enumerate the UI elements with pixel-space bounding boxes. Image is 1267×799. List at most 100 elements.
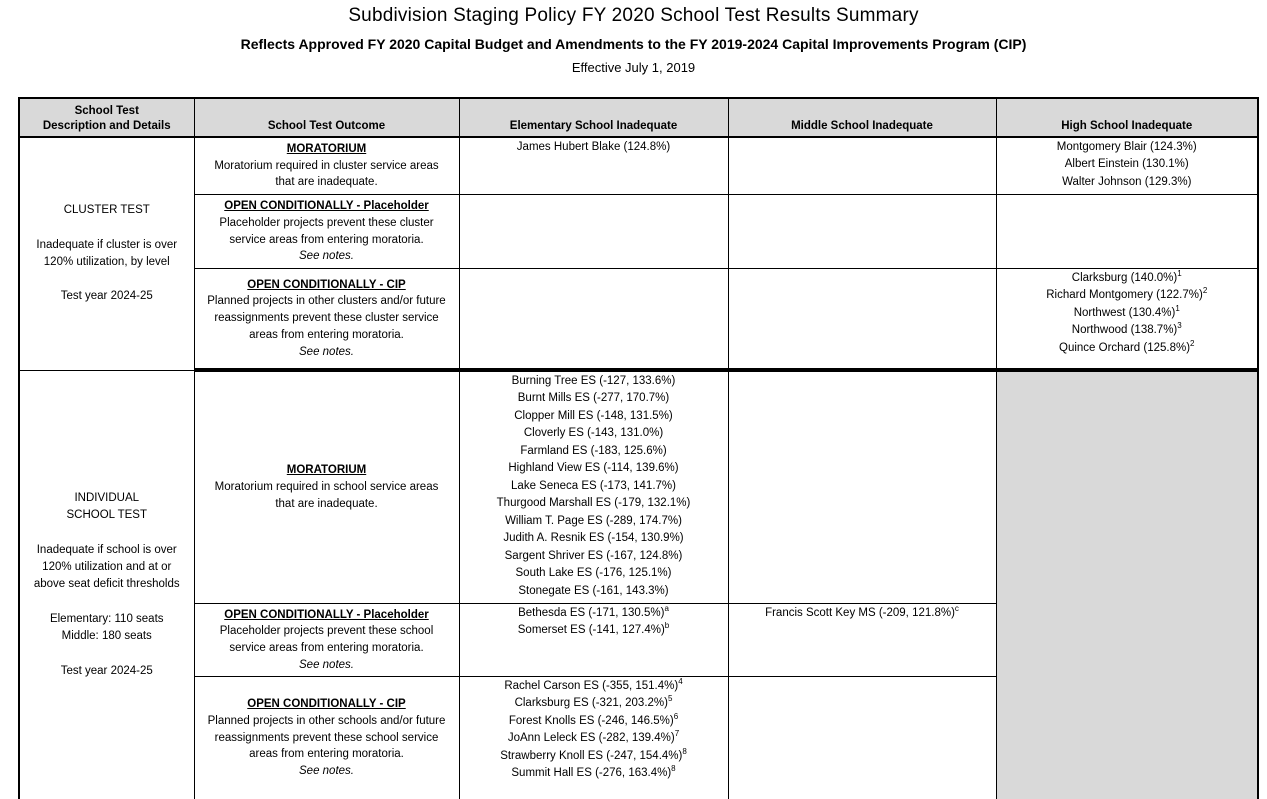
cluster-cip-high-cell: Clarksburg (140.0%)1 Richard Montgomery (… — [995, 268, 1259, 372]
individual-cip-middle-cell — [727, 676, 997, 799]
individual-cip-elementary-cell: Rachel Carson ES (-355, 151.4%)4 Clarksbu… — [458, 676, 729, 799]
individual-moratorium-row: INDIVIDUAL SCHOOL TEST Inadequate if sch… — [18, 369, 1259, 799]
school-entry: Clarksburg ES (-321, 203.2%)5 — [514, 694, 673, 710]
effective-date: Effective July 1, 2019 — [571, 60, 696, 75]
school-entry: William T. Page ES (-289, 174.7%) — [505, 514, 682, 527]
footnote-marker: 1 — [1177, 269, 1182, 279]
footnote-marker: 3 — [1177, 321, 1182, 331]
footnote-marker: 8 — [671, 764, 676, 774]
school-entry: Burning Tree ES (-127, 133.6%) — [511, 375, 676, 387]
school-entry: Northwest (130.4%)1 — [1073, 304, 1180, 319]
see-notes: See notes. — [299, 250, 354, 263]
see-notes: See notes. — [299, 765, 354, 777]
cluster-moratorium-middle-cell — [727, 136, 997, 195]
cluster-cip-middle-cell — [727, 268, 997, 372]
cluster-placeholder-row: OPEN CONDITIONALLY - Placeholder Placeho… — [19, 194, 1259, 269]
school-entry: Rachel Carson ES (-355, 151.4%)4 — [504, 677, 683, 692]
school-entry: Quince Orchard (125.8%)2 — [1059, 339, 1195, 354]
outcome-title: MORATORIUM — [286, 464, 367, 477]
school-entry: Farmland ES (-183, 125.6%) — [520, 444, 667, 457]
outcome-description: Moratorium required in cluster service a… — [214, 159, 439, 189]
school-entry: JoAnn Leleck ES (-282, 139.4%)7 — [507, 729, 680, 745]
individual-cip-outcome-cell: OPEN CONDITIONALLY - CIP Planned project… — [193, 676, 460, 799]
school-entry: Judith A. Resnik ES (-154, 130.9%) — [503, 532, 684, 545]
outcome-description: Placeholder projects prevent these clust… — [219, 216, 434, 246]
individual-placeholder-outcome-cell: OPEN CONDITIONALLY - Placeholder Placeho… — [193, 603, 460, 677]
school-entry: Cloverly ES (-143, 131.0%) — [523, 427, 664, 440]
see-notes: See notes. — [299, 345, 354, 358]
cluster-moratorium-row: CLUSTER TEST Inadequate if cluster is ov… — [18, 136, 1259, 371]
footnote-marker: 7 — [674, 729, 680, 739]
footnote-marker: 4 — [678, 677, 683, 687]
table-header-row: School Test Description and Details Scho… — [18, 97, 1259, 138]
page-title: Subdivision Staging Policy FY 2020 Schoo… — [348, 5, 919, 26]
document-header: Subdivision Staging Policy FY 2020 Schoo… — [0, 0, 1267, 75]
individual-moratorium-middle-cell — [727, 369, 997, 604]
individual-description-cell: INDIVIDUAL SCHOOL TEST Inadequate if sch… — [18, 369, 195, 799]
school-entry: Walter Johnson (129.3%) — [1062, 175, 1192, 188]
school-entry: Clarksburg (140.0%)1 — [1071, 269, 1182, 284]
cluster-moratorium-outcome-cell: MORATORIUM Moratorium required in cluste… — [193, 136, 460, 195]
school-entry: Stonegate ES (-161, 143.3%) — [518, 584, 669, 597]
individual-placeholder-elementary-cell: Bethesda ES (-171, 130.5%)a Somerset ES (… — [458, 603, 729, 677]
school-entry: Thurgood Marshall ES (-179, 132.1%) — [496, 497, 691, 510]
header-outcome: School Test Outcome — [193, 97, 460, 138]
school-entry: Burnt Mills ES (-277, 170.7%) — [517, 392, 670, 405]
school-entry: Somerset ES (-141, 127.4%)b — [517, 621, 670, 637]
cluster-placeholder-middle-cell — [727, 194, 997, 269]
school-entry: Richard Montgomery (122.7%)2 — [1046, 286, 1208, 302]
school-entry: Francis Scott Key MS (-209, 121.8%)c — [765, 604, 959, 619]
footnote-marker: 2 — [1190, 339, 1195, 349]
see-notes: See notes. — [299, 658, 354, 671]
outcome-title: OPEN CONDITIONALLY - Placeholder — [224, 200, 429, 213]
outcome-description: Planned projects in other schools and/or… — [207, 714, 446, 761]
school-entry: Strawberry Knoll ES (-247, 154.4%)8 — [500, 747, 687, 762]
outcome-description: Placeholder projects prevent these schoo… — [219, 625, 434, 654]
school-entry: Montgomery Blair (124.3%) — [1056, 141, 1197, 153]
outcome-title: OPEN CONDITIONALLY - Placeholder — [224, 608, 429, 621]
cluster-cip-outcome-cell: OPEN CONDITIONALLY - CIP Planned project… — [193, 268, 460, 372]
header-elementary: Elementary School Inadequate — [458, 97, 729, 138]
cluster-cip-elementary-cell — [458, 268, 729, 372]
individual-cip-row: OPEN CONDITIONALLY - CIP Planned project… — [19, 676, 1258, 799]
individual-high-school-merged-cell — [995, 369, 1259, 799]
outcome-title: OPEN CONDITIONALLY - CIP — [247, 278, 406, 291]
school-entry: Northwood (138.7%)3 — [1071, 321, 1182, 337]
header-row: School Test Description and Details Scho… — [18, 97, 1259, 138]
individual-moratorium-outcome-cell: MORATORIUM Moratorium required in school… — [193, 369, 460, 604]
cluster-moratorium-high-cell: Montgomery Blair (124.3%) Albert Einstein… — [995, 136, 1259, 195]
cluster-placeholder-outcome-cell: OPEN CONDITIONALLY - Placeholder Placeho… — [193, 194, 460, 269]
footnote-marker: c — [954, 604, 959, 614]
outcome-title: MORATORIUM — [286, 142, 367, 155]
individual-placeholder-row: OPEN CONDITIONALLY - Placeholder Placeho… — [19, 603, 1258, 677]
outcome-title: OPEN CONDITIONALLY - CIP — [247, 698, 406, 711]
header-middle: Middle School Inadequate — [727, 97, 997, 138]
school-entry: James Hubert Blake (124.8%) — [516, 141, 671, 153]
individual-moratorium-elementary-cell: Burning Tree ES (-127, 133.6%) Burnt Mill… — [458, 369, 729, 604]
school-entry: Clopper Mill ES (-148, 131.5%) — [514, 409, 673, 422]
school-entry: Lake Seneca ES (-173, 141.7%) — [511, 479, 676, 492]
cluster-cip-row: OPEN CONDITIONALLY - CIP Planned project… — [19, 268, 1259, 372]
cluster-description-cell: CLUSTER TEST Inadequate if cluster is ov… — [18, 136, 195, 371]
footnote-marker: 1 — [1175, 304, 1180, 314]
footnote-marker: 6 — [673, 712, 679, 722]
footnote-marker: 2 — [1202, 286, 1208, 296]
outcome-description: Planned projects in other clusters and/o… — [207, 295, 446, 341]
footnote-marker: b — [664, 621, 670, 631]
individual-placeholder-middle-cell: Francis Scott Key MS (-209, 121.8%)c — [727, 603, 997, 677]
school-entry: Bethesda ES (-171, 130.5%)a — [518, 604, 669, 619]
footnote-marker: a — [664, 604, 669, 614]
footnote-marker: 5 — [667, 694, 673, 704]
school-entry: Highland View ES (-114, 139.6%) — [508, 462, 679, 475]
cluster-placeholder-elementary-cell — [458, 194, 729, 269]
school-entry: South Lake ES (-176, 125.1%) — [515, 567, 672, 580]
header-high: High School Inadequate — [995, 97, 1259, 138]
school-entry: Albert Einstein (130.1%) — [1064, 158, 1189, 171]
footnote-marker: 8 — [682, 747, 687, 757]
school-entry: Sargent Shriver ES (-167, 124.8%) — [504, 549, 683, 562]
school-test-results-table: School Test Description and Details Scho… — [18, 97, 1259, 799]
page-subtitle: Reflects Approved FY 2020 Capital Budget… — [240, 36, 1027, 52]
header-description: School Test Description and Details — [18, 97, 195, 138]
outcome-description: Moratorium required in school service ar… — [214, 481, 439, 510]
